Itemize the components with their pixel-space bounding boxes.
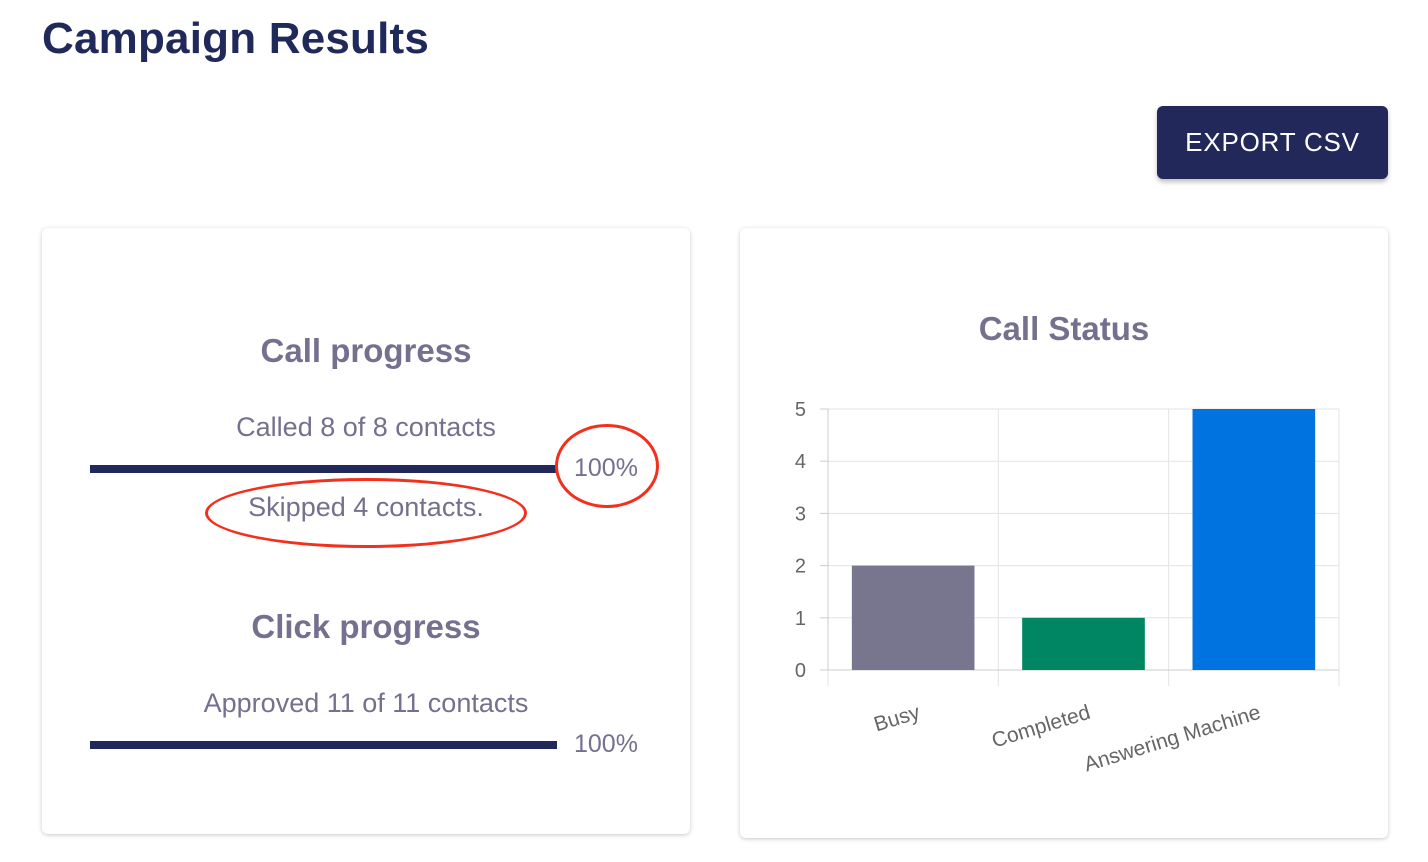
call-progress-percent: 100% (574, 454, 638, 482)
y-tick-label: 1 (795, 608, 806, 630)
skipped-contacts-text: Skipped 4 contacts. (248, 492, 484, 522)
click-progress-title: Click progress (251, 608, 481, 645)
click-progress-percent: 100% (574, 730, 638, 758)
y-tick-label: 3 (795, 503, 806, 525)
click-progress-bar (90, 741, 557, 749)
y-tick-label: 2 (795, 556, 806, 578)
call-status-card: Call Status 0 1 2 3 4 5 Busy Completed Answering… (740, 228, 1388, 838)
x-tick-label: Busy (871, 701, 923, 737)
bar-completed (1022, 617, 1145, 670)
bar-answering-machine (1192, 409, 1316, 670)
x-tick-label: Answering Machine (1081, 701, 1263, 777)
y-tick-label: 4 (795, 451, 806, 473)
export-csv-button[interactable]: EXPORT CSV (1157, 106, 1388, 179)
call-progress-fill (90, 465, 557, 473)
progress-card: Call progress Called 8 of 8 contacts 100… (42, 228, 690, 834)
call-progress-bar (90, 465, 557, 473)
page-title: Campaign Results (42, 14, 430, 63)
bar-busy (851, 565, 975, 670)
x-tick-label: Completed (989, 701, 1093, 753)
click-progress-summary: Approved 11 of 11 contacts (203, 688, 529, 718)
click-progress-fill (90, 741, 557, 749)
y-tick-label: 0 (795, 660, 806, 682)
call-progress-title: Call progress (260, 332, 472, 369)
chart-title: Call Status (978, 310, 1150, 347)
y-tick-label: 5 (795, 399, 806, 421)
call-progress-summary: Called 8 of 8 contacts (236, 412, 496, 442)
